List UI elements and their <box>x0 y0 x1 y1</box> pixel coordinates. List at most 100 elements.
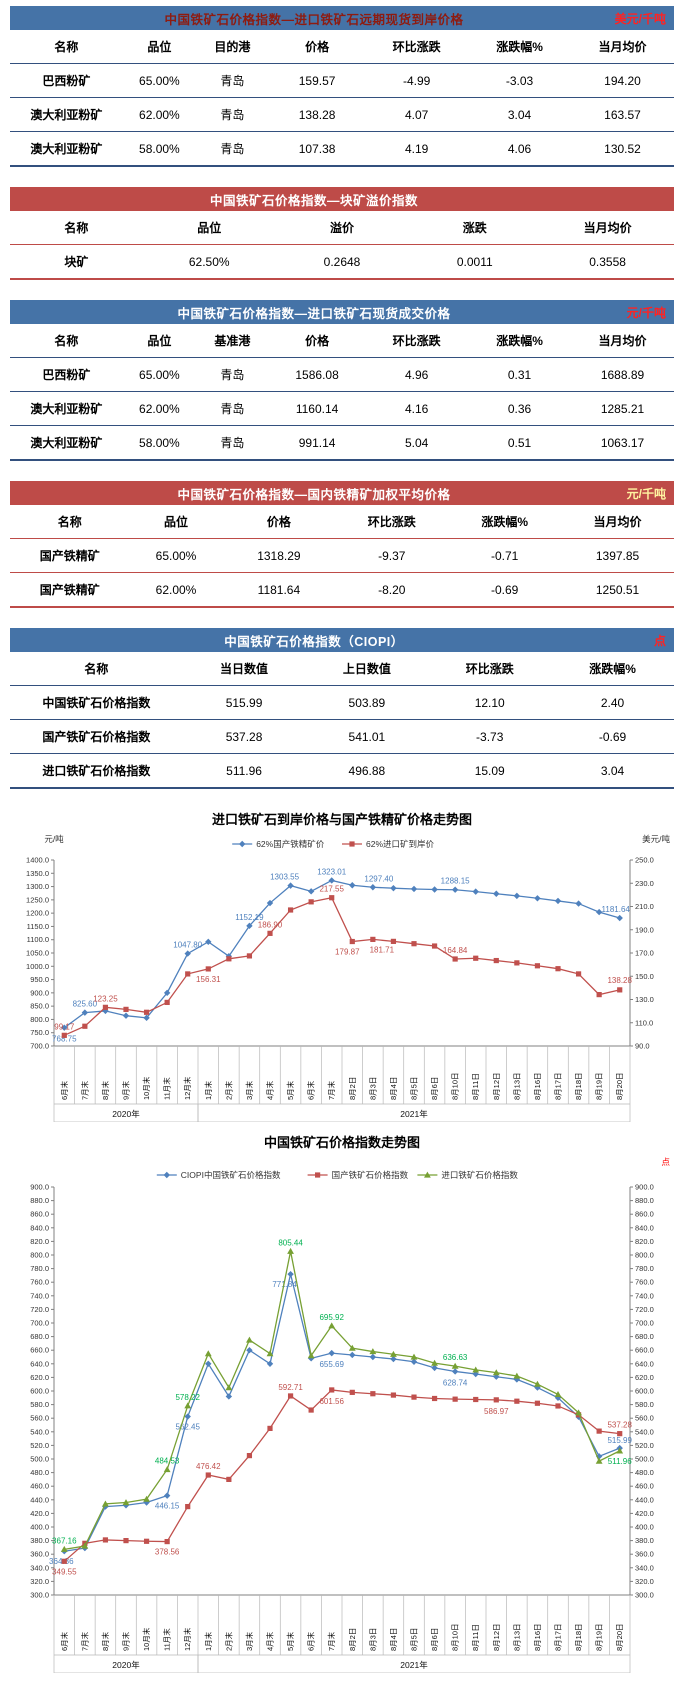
svg-text:8月6日: 8月6日 <box>430 1077 439 1100</box>
svg-text:380.0: 380.0 <box>30 1536 49 1545</box>
table-cell: 青岛 <box>220 402 245 416</box>
svg-text:进口铁矿石价格指数: 进口铁矿石价格指数 <box>441 1170 518 1180</box>
svg-text:123.25: 123.25 <box>93 994 118 1003</box>
table-cell: 0.3558 <box>589 254 626 269</box>
svg-text:1323.01: 1323.01 <box>317 867 346 876</box>
column-header: 环比涨跌 <box>392 334 441 348</box>
svg-text:850.0: 850.0 <box>30 1002 49 1011</box>
report-page: 中国铁矿石价格指数—进口铁矿石远期现货到岸价格 美元/千吨 名称 品位 目的港 价格环… <box>0 6 684 1673</box>
column-header: 品位 <box>147 334 172 348</box>
table-cell: 62.00% <box>139 107 180 122</box>
table-cell: 巴西粉矿 <box>42 74 91 88</box>
svg-text:8月6日: 8月6日 <box>430 1628 439 1651</box>
svg-text:900.0: 900.0 <box>30 988 49 997</box>
column-header: 涨跌幅% <box>481 515 528 529</box>
column-header: 溢价 <box>329 221 354 235</box>
svg-text:420.0: 420.0 <box>30 1509 49 1518</box>
svg-text:860.0: 860.0 <box>635 1210 654 1219</box>
svg-text:6月末: 6月末 <box>59 1080 69 1100</box>
svg-text:825.60: 825.60 <box>73 1000 98 1009</box>
svg-text:8月17日: 8月17日 <box>554 1623 563 1651</box>
svg-text:760.0: 760.0 <box>30 1278 49 1287</box>
svg-text:300.0: 300.0 <box>635 1591 654 1600</box>
column-header: 品位 <box>147 40 172 54</box>
svg-text:8月10日: 8月10日 <box>451 1072 460 1100</box>
svg-text:8月2日: 8月2日 <box>348 1628 357 1651</box>
svg-text:367.16: 367.16 <box>52 1536 77 1545</box>
table-row: 澳大利亚粉矿 62.00% 青岛 1160.14 4.16 0.36 1285.21 <box>10 391 674 426</box>
table-cell: 58.00% <box>139 141 180 156</box>
svg-text:8月12日: 8月12日 <box>492 1072 501 1100</box>
table-cell: 进口铁矿石价格指数 <box>42 764 151 778</box>
svg-text:601.56: 601.56 <box>319 1397 344 1406</box>
svg-text:110.0: 110.0 <box>635 1018 653 1027</box>
domestic-concentrate-title: 中国铁矿石价格指数—国内铁精矿加权平均价格 <box>177 487 451 502</box>
svg-text:186.90: 186.90 <box>258 920 283 929</box>
svg-text:7月末: 7月末 <box>79 1631 89 1651</box>
table-cell: 0.51 <box>507 435 532 450</box>
column-header: 品位 <box>197 221 222 235</box>
table-cell: 1688.89 <box>600 367 645 382</box>
svg-text:1月末: 1月末 <box>203 1080 213 1100</box>
column-header: 环比涨跌 <box>465 662 514 676</box>
svg-text:840.0: 840.0 <box>30 1223 49 1232</box>
lump-premium-table: 名称 品位 溢价 涨跌 当月均价 块矿 62.50% 0.2648 0.0011 0.3558 <box>10 211 674 280</box>
ciopi-unit: 点 <box>653 633 666 648</box>
table-cell: 青岛 <box>220 436 245 450</box>
svg-text:520.0: 520.0 <box>635 1441 654 1450</box>
table-cell: 3.04 <box>507 107 532 122</box>
svg-text:1000.0: 1000.0 <box>26 962 49 971</box>
svg-text:210.0: 210.0 <box>635 902 654 911</box>
svg-text:476.42: 476.42 <box>196 1462 221 1471</box>
column-header: 涨跌幅% <box>496 334 543 348</box>
svg-text:780.0: 780.0 <box>635 1264 654 1273</box>
svg-text:1297.40: 1297.40 <box>364 874 393 883</box>
svg-text:1400.0: 1400.0 <box>26 856 49 865</box>
svg-text:700.0: 700.0 <box>30 1042 49 1051</box>
svg-text:6月末: 6月末 <box>59 1631 69 1651</box>
svg-text:460.0: 460.0 <box>30 1482 49 1491</box>
svg-text:8月5日: 8月5日 <box>410 1628 419 1651</box>
table-cell: 65.00% <box>139 73 180 88</box>
column-header: 价格 <box>305 334 330 348</box>
column-header: 环比涨跌 <box>392 40 441 54</box>
svg-text:8月11日: 8月11日 <box>471 1624 480 1651</box>
table-cell: 15.09 <box>474 763 505 778</box>
table-cell: 1250.51 <box>595 582 640 597</box>
column-header: 当月均价 <box>593 515 642 529</box>
table-cell: -9.37 <box>378 548 406 563</box>
column-header: 品位 <box>163 515 188 529</box>
svg-text:8月13日: 8月13日 <box>512 1072 521 1100</box>
svg-text:1100.0: 1100.0 <box>27 935 49 944</box>
section-ciopi-index: 中国铁矿石价格指数（CIOPI） 点 名称 当日数值 上日数值 环比涨跌 涨跌幅% 中国铁… <box>10 628 674 789</box>
table-row: 澳大利亚粉矿 58.00% 青岛 991.14 5.04 0.51 1063.17 <box>10 425 674 461</box>
svg-text:8月末: 8月末 <box>100 1080 110 1100</box>
svg-text:1150.0: 1150.0 <box>27 922 49 931</box>
svg-text:446.15: 446.15 <box>155 1502 180 1511</box>
svg-text:元/吨: 元/吨 <box>44 834 64 844</box>
svg-text:2020年: 2020年 <box>112 1660 140 1670</box>
column-header: 环比涨跌 <box>367 515 416 529</box>
svg-text:378.56: 378.56 <box>155 1548 180 1557</box>
svg-text:640.0: 640.0 <box>635 1359 654 1368</box>
svg-text:7月末: 7月末 <box>326 1080 336 1100</box>
table-cell: 2.40 <box>600 695 625 710</box>
svg-text:90.0: 90.0 <box>635 1042 650 1051</box>
table-cell: 澳大利亚粉矿 <box>30 436 103 450</box>
svg-text:440.0: 440.0 <box>30 1495 49 1504</box>
svg-text:9月末: 9月末 <box>121 1080 131 1100</box>
table-cell: 65.00% <box>155 548 197 563</box>
svg-text:156.31: 156.31 <box>196 975 221 984</box>
column-header: 名称 <box>54 40 79 54</box>
svg-text:805.44: 805.44 <box>278 1238 303 1247</box>
svg-text:800.0: 800.0 <box>30 1015 49 1024</box>
table-cell: 3.04 <box>600 763 625 778</box>
svg-text:880.0: 880.0 <box>635 1196 654 1205</box>
svg-text:250.0: 250.0 <box>635 856 654 865</box>
svg-text:7月末: 7月末 <box>326 1631 336 1651</box>
spot-transaction-unit: 元/千吨 <box>626 305 666 320</box>
svg-text:2月末: 2月末 <box>223 1631 233 1651</box>
table-cell: 青岛 <box>220 368 245 382</box>
svg-text:10月末: 10月末 <box>141 1627 151 1651</box>
svg-text:740.0: 740.0 <box>30 1291 49 1300</box>
